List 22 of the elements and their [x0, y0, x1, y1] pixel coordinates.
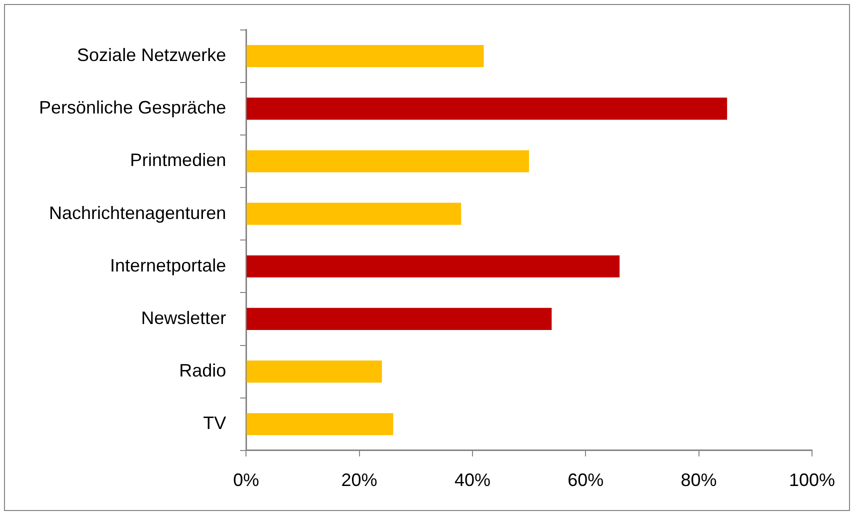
x-tick-label: 20%: [341, 470, 378, 490]
bar: [246, 98, 728, 120]
y-tick-label: Soziale Netzwerke: [77, 45, 226, 66]
y-tick-label: Persönliche Gespräche: [38, 98, 226, 118]
y-tick-label: Radio: [179, 360, 226, 381]
bar: [246, 202, 462, 225]
x-tick-label: 80%: [680, 470, 717, 490]
bar: [246, 360, 382, 383]
y-tick-label: Printmedien: [130, 150, 226, 170]
bar: [246, 308, 552, 330]
y-tick-label: Newsletter: [141, 308, 226, 328]
x-tick-label: 60%: [568, 470, 604, 490]
bar: [246, 413, 394, 436]
bar: [246, 255, 620, 278]
x-tick-label: 40%: [454, 470, 490, 490]
x-tick-label: 100%: [788, 470, 836, 490]
bar: [246, 150, 530, 172]
bar: [246, 45, 484, 68]
x-tick-label: 0%: [233, 470, 260, 490]
y-tick-label: Internetportale: [110, 255, 226, 276]
y-tick-label: Nachrichtenagenturen: [48, 202, 226, 223]
y-tick-label: TV: [203, 413, 226, 434]
